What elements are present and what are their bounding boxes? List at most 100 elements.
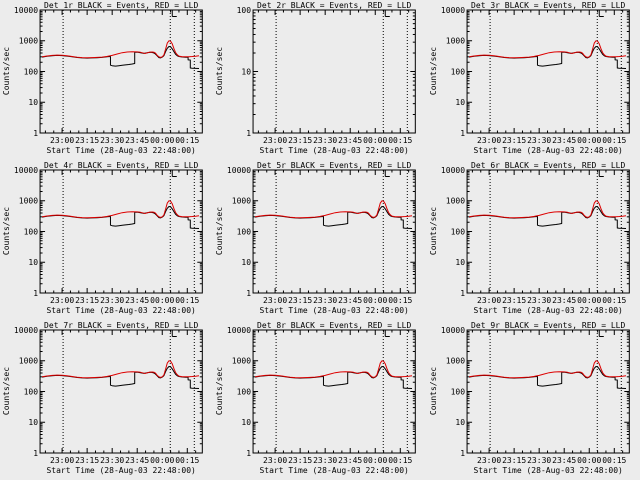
x-tick-label: 23:15 bbox=[288, 456, 312, 465]
x-tick-label: 23:00 bbox=[263, 136, 287, 145]
subplot-det-2r: 23:00 23:15 23:30 23:45 00:00 00:15 1 10 100 Det … bbox=[213, 0, 426, 160]
y-tick-label: 10 bbox=[455, 98, 465, 107]
y-tick-label: 10000 bbox=[14, 166, 38, 175]
lld-series-line bbox=[41, 40, 200, 59]
y-axis-label: Counts/sec bbox=[2, 47, 11, 95]
y-tick-label: 10000 bbox=[14, 326, 38, 335]
subplot-title: Det 3r BLACK = Events, RED = LLD bbox=[471, 1, 625, 10]
y-tick-label: 10 bbox=[242, 68, 252, 77]
y-tick-label: 1000 bbox=[445, 197, 464, 206]
x-tick-label: 23:30 bbox=[313, 296, 337, 305]
x-tick-label: 23:15 bbox=[502, 456, 526, 465]
lld-series-line bbox=[468, 200, 626, 219]
x-tick-label: 23:45 bbox=[552, 296, 576, 305]
x-tick-label: 23:45 bbox=[338, 296, 362, 305]
lld-series-line bbox=[41, 360, 200, 379]
x-tick-label: 00:15 bbox=[602, 296, 626, 305]
x-tick-label: 23:15 bbox=[288, 136, 312, 145]
y-tick-label: 1 bbox=[460, 129, 465, 138]
events-series-line bbox=[255, 206, 413, 229]
subplot-title: Det 5r BLACK = Events, RED = LLD bbox=[257, 161, 411, 170]
subplot-title: Det 4r BLACK = Events, RED = LLD bbox=[44, 161, 198, 170]
y-tick-label: 10 bbox=[455, 418, 465, 427]
y-tick-label: 1 bbox=[33, 289, 38, 298]
y-tick-label: 100 bbox=[450, 68, 465, 77]
x-tick-label: 23:45 bbox=[338, 136, 362, 145]
y-tick-label: 10000 bbox=[227, 326, 251, 335]
x-tick-label: 00:15 bbox=[389, 456, 413, 465]
x-axis-label: Start Time (28-Aug-03 22:48:00) bbox=[473, 306, 622, 315]
subplot-canvas: 23:00 23:15 23:30 23:45 00:00 00:15 1 10 100 1000… bbox=[2, 1, 203, 155]
y-tick-label: 1000 bbox=[19, 357, 38, 366]
x-tick-label: 00:00 bbox=[577, 296, 601, 305]
events-series-line bbox=[41, 366, 200, 389]
x-tick-label: 23:00 bbox=[263, 456, 287, 465]
plot-frame bbox=[39, 9, 203, 134]
y-tick-label: 1000 bbox=[232, 357, 251, 366]
x-axis-label: Start Time (28-Aug-03 22:48:00) bbox=[260, 146, 409, 155]
x-tick-label: 23:00 bbox=[50, 136, 74, 145]
y-tick-label: 100 bbox=[24, 68, 39, 77]
subplot-canvas: 23:00 23:15 23:30 23:45 00:00 00:15 1 10 100 1000… bbox=[429, 161, 630, 315]
x-tick-label: 23:15 bbox=[288, 296, 312, 305]
subplot-det-1r: 23:00 23:15 23:30 23:45 00:00 00:15 1 10 100 1000… bbox=[0, 0, 213, 160]
subplot-det-7r: 23:00 23:15 23:30 23:45 00:00 00:15 1 10 100 1000… bbox=[0, 320, 213, 480]
events-series-line bbox=[255, 366, 413, 389]
y-tick-label: 1 bbox=[33, 129, 38, 138]
x-tick-label: 23:30 bbox=[313, 456, 337, 465]
x-tick-label: 23:00 bbox=[477, 456, 501, 465]
lld-series-line bbox=[255, 200, 413, 219]
lld-series-line bbox=[41, 200, 200, 219]
y-tick-label: 1000 bbox=[445, 357, 464, 366]
plot-frame bbox=[466, 9, 630, 134]
x-tick-label: 23:00 bbox=[50, 456, 74, 465]
lld-series-line bbox=[468, 360, 626, 379]
x-tick-label: 00:15 bbox=[175, 136, 199, 145]
subplot-title: Det 9r BLACK = Events, RED = LLD bbox=[471, 321, 625, 330]
x-tick-label: 23:15 bbox=[75, 296, 99, 305]
x-axis-label: Start Time (28-Aug-03 22:48:00) bbox=[260, 466, 409, 475]
subplot-det-3r: 23:00 23:15 23:30 23:45 00:00 00:15 1 10 100 1000… bbox=[427, 0, 640, 160]
x-tick-label: 23:00 bbox=[50, 296, 74, 305]
y-tick-label: 1 bbox=[247, 289, 252, 298]
y-axis-label: Counts/sec bbox=[2, 207, 11, 255]
y-tick-label: 100 bbox=[24, 388, 39, 397]
subplot-canvas: 23:00 23:15 23:30 23:45 00:00 00:15 1 10 100 Det … bbox=[215, 1, 417, 155]
y-tick-label: 1 bbox=[460, 449, 465, 458]
x-tick-label: 00:00 bbox=[364, 456, 388, 465]
y-tick-label: 100 bbox=[24, 228, 39, 237]
x-tick-label: 23:15 bbox=[75, 456, 99, 465]
x-tick-label: 23:30 bbox=[100, 136, 124, 145]
y-tick-label: 100 bbox=[237, 228, 252, 237]
y-tick-label: 1 bbox=[247, 449, 252, 458]
x-tick-label: 23:30 bbox=[100, 456, 124, 465]
y-tick-label: 10000 bbox=[441, 6, 465, 15]
x-tick-label: 00:15 bbox=[175, 456, 199, 465]
x-tick-label: 00:15 bbox=[602, 456, 626, 465]
y-axis-label: Counts/sec bbox=[215, 47, 224, 95]
subplot-canvas: 23:00 23:15 23:30 23:45 00:00 00:15 1 10 100 1000… bbox=[429, 321, 630, 475]
plot-frame bbox=[252, 169, 417, 294]
plot-frame bbox=[39, 329, 203, 454]
plot-frame bbox=[252, 329, 417, 454]
subplot-title: Det 7r BLACK = Events, RED = LLD bbox=[44, 321, 198, 330]
x-tick-label: 00:15 bbox=[389, 296, 413, 305]
x-tick-label: 23:45 bbox=[552, 136, 576, 145]
x-axis-label: Start Time (28-Aug-03 22:48:00) bbox=[473, 466, 622, 475]
y-tick-label: 100 bbox=[450, 388, 465, 397]
x-tick-label: 00:00 bbox=[364, 296, 388, 305]
x-tick-label: 23:30 bbox=[527, 296, 551, 305]
x-axis-label: Start Time (28-Aug-03 22:48:00) bbox=[473, 146, 622, 155]
lld-series-line bbox=[255, 360, 413, 379]
x-tick-label: 23:30 bbox=[527, 136, 551, 145]
plot-frame bbox=[39, 169, 203, 294]
x-tick-label: 00:00 bbox=[577, 456, 601, 465]
x-tick-label: 23:00 bbox=[477, 136, 501, 145]
y-tick-label: 1 bbox=[247, 129, 252, 138]
x-tick-label: 23:15 bbox=[502, 296, 526, 305]
x-axis-label: Start Time (28-Aug-03 22:48:00) bbox=[46, 146, 195, 155]
subplot-det-8r: 23:00 23:15 23:30 23:45 00:00 00:15 1 10 100 1000… bbox=[213, 320, 426, 480]
x-tick-label: 00:00 bbox=[150, 296, 174, 305]
y-tick-label: 10000 bbox=[441, 326, 465, 335]
